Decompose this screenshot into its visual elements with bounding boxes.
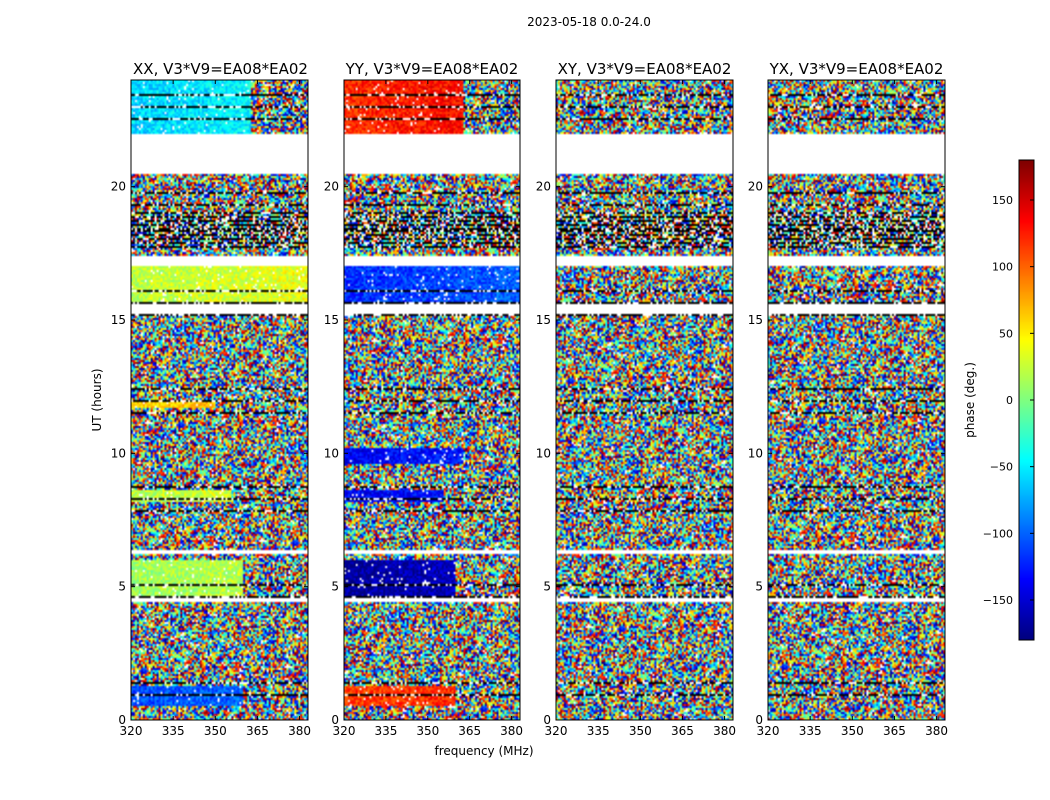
y-tick-label: 10 bbox=[748, 446, 763, 460]
panel-yx: YX, V3*V9=EA08*EA02 bbox=[767, 60, 946, 721]
y-tick-label: 0 bbox=[543, 713, 551, 727]
panel-xy-heatmap bbox=[556, 80, 733, 720]
y-tick-label: 10 bbox=[536, 446, 551, 460]
panel-yy-heatmap bbox=[344, 80, 520, 720]
x-tick-label: 350 bbox=[416, 724, 439, 738]
panel-yx-frame bbox=[767, 79, 946, 721]
colorbar-gradient-image bbox=[1019, 160, 1034, 640]
x-tick-label: 350 bbox=[629, 724, 652, 738]
y-tick-label: 10 bbox=[324, 446, 339, 460]
y-tick-label: 15 bbox=[324, 313, 339, 327]
x-tick-label: 365 bbox=[883, 724, 906, 738]
panel-yy-title: YY, V3*V9=EA08*EA02 bbox=[345, 60, 519, 78]
x-tick-label: 320 bbox=[120, 724, 143, 738]
x-tick-label: 380 bbox=[925, 724, 948, 738]
y-tick-label: 0 bbox=[331, 713, 339, 727]
axis-ticks: 320 335 350 365 380 0 5 10 15 20 320 335 350 365 380 0 5… bbox=[111, 80, 948, 738]
panel-xx-frame bbox=[130, 79, 309, 721]
x-tick-label: 320 bbox=[757, 724, 780, 738]
colorbar-label: phase (deg.) bbox=[963, 362, 977, 438]
panel-yx-heatmap bbox=[768, 80, 945, 720]
y-tick-label: 5 bbox=[543, 580, 551, 594]
colorbar-tick-label: −100 bbox=[983, 527, 1013, 540]
panel-yy-frame bbox=[343, 79, 521, 721]
y-tick-label: 20 bbox=[748, 180, 763, 194]
y-tick-label: 15 bbox=[536, 313, 551, 327]
colorbar-ticks: −150 −100 −50 0 50 100 150 bbox=[983, 194, 1034, 607]
y-tick-label: 15 bbox=[111, 313, 126, 327]
colorbar-tick-label: 100 bbox=[992, 261, 1013, 274]
x-tick-label: 320 bbox=[545, 724, 568, 738]
panel-yx-title: YX, V3*V9=EA08*EA02 bbox=[769, 60, 944, 78]
x-tick-label: 365 bbox=[671, 724, 694, 738]
colorbar: −150 −100 −50 0 50 100 150 phase (deg.) bbox=[963, 159, 1035, 641]
y-tick-label: 10 bbox=[111, 446, 126, 460]
panel-xy: XY, V3*V9=EA08*EA02 bbox=[555, 60, 734, 721]
y-tick-label: 5 bbox=[118, 580, 126, 594]
x-tick-label: 350 bbox=[204, 724, 227, 738]
x-axis-label: frequency (MHz) bbox=[434, 744, 533, 758]
y-tick-label: 0 bbox=[755, 713, 763, 727]
colorbar-tick-label: 0 bbox=[1006, 394, 1013, 407]
x-tick-label: 320 bbox=[333, 724, 356, 738]
x-tick-label: 335 bbox=[799, 724, 822, 738]
y-tick-label: 20 bbox=[111, 180, 126, 194]
panel-xx-heatmap bbox=[131, 80, 308, 720]
colorbar-tick-label: 150 bbox=[992, 194, 1013, 207]
panel-yy: YY, V3*V9=EA08*EA02 bbox=[343, 60, 521, 721]
panel-xy-title: XY, V3*V9=EA08*EA02 bbox=[558, 60, 732, 78]
x-tick-label: 365 bbox=[246, 724, 269, 738]
panel-xx: XX, V3*V9=EA08*EA02 bbox=[130, 60, 309, 721]
colorbar-tick-label: 50 bbox=[999, 327, 1013, 340]
colorbar-tick-label: −50 bbox=[990, 461, 1013, 474]
y-axis-label: UT (hours) bbox=[90, 368, 104, 431]
y-tick-label: 20 bbox=[536, 180, 551, 194]
panel-xx-title: XX, V3*V9=EA08*EA02 bbox=[133, 60, 308, 78]
y-tick-label: 5 bbox=[755, 580, 763, 594]
y-tick-label: 20 bbox=[324, 180, 339, 194]
panel-xy-frame bbox=[555, 79, 734, 721]
y-tick-label: 0 bbox=[118, 713, 126, 727]
colorbar-tick-label: −150 bbox=[983, 594, 1013, 607]
x-tick-label: 335 bbox=[162, 724, 185, 738]
x-tick-label: 335 bbox=[587, 724, 610, 738]
y-tick-label: 5 bbox=[331, 580, 339, 594]
y-tick-label: 15 bbox=[748, 313, 763, 327]
x-tick-label: 380 bbox=[288, 724, 311, 738]
x-tick-label: 365 bbox=[458, 724, 481, 738]
figure-suptitle: 2023-05-18 0.0-24.0 bbox=[527, 15, 651, 29]
x-tick-label: 350 bbox=[841, 724, 864, 738]
x-tick-label: 380 bbox=[500, 724, 523, 738]
x-tick-label: 380 bbox=[713, 724, 736, 738]
x-tick-label: 335 bbox=[374, 724, 397, 738]
